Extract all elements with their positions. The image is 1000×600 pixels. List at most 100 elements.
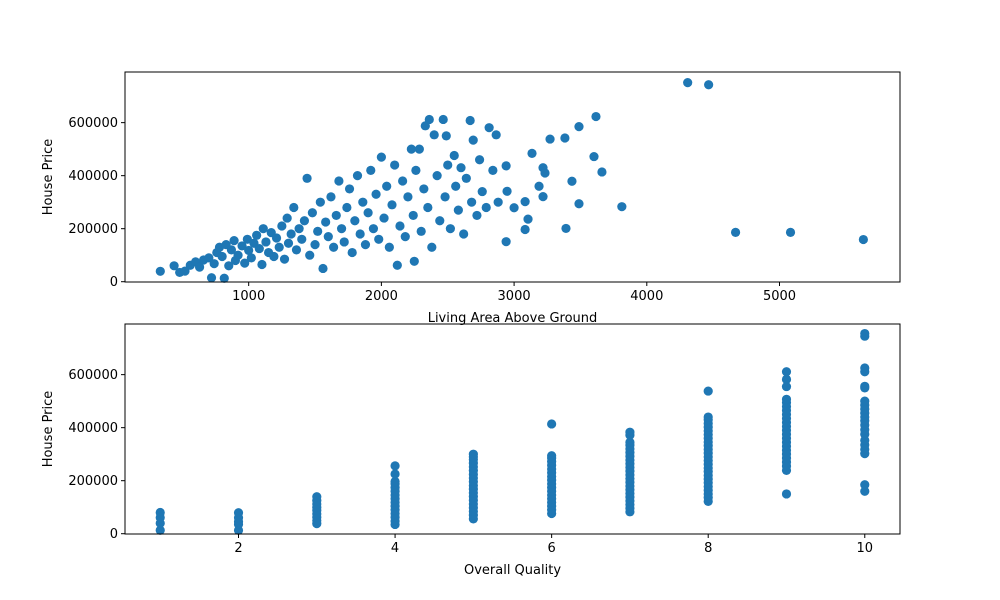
scatter-point bbox=[435, 216, 445, 226]
scatter-point bbox=[233, 508, 244, 518]
scatter-point bbox=[371, 189, 381, 199]
scatter-point bbox=[282, 213, 292, 223]
scatter-point bbox=[194, 262, 205, 272]
scatter-point bbox=[781, 489, 792, 499]
scatter-point bbox=[204, 253, 214, 263]
scatter-point bbox=[226, 245, 237, 255]
scatter-point bbox=[374, 234, 384, 244]
scatter-point bbox=[252, 230, 262, 240]
scatter-point bbox=[257, 259, 267, 270]
scatter-point bbox=[390, 160, 400, 170]
scatter-point bbox=[597, 167, 607, 177]
scatter-point bbox=[484, 123, 494, 133]
scatter-point bbox=[409, 256, 419, 266]
scatter-point bbox=[781, 381, 792, 392]
scatter-point bbox=[219, 273, 229, 283]
scatter-point bbox=[438, 114, 448, 125]
top-ticks: 1000 2000 3000 4000 5000 0 200000 400000 600000 bbox=[68, 116, 796, 304]
scatter-point bbox=[305, 250, 315, 260]
scatter-point bbox=[501, 237, 511, 247]
scatter-point bbox=[315, 197, 325, 207]
scatter-point bbox=[387, 200, 397, 210]
scatter-point bbox=[781, 374, 792, 385]
scatter-point bbox=[229, 236, 239, 246]
scatter-point bbox=[395, 221, 405, 231]
scatter-point bbox=[860, 480, 870, 490]
scatter-point bbox=[567, 176, 577, 186]
top-y-tick-label: 600000 bbox=[68, 116, 118, 131]
scatter-point bbox=[589, 151, 599, 162]
scatter-point bbox=[449, 150, 459, 161]
scatter-point bbox=[331, 210, 341, 221]
bottom-x-axis-label: Overall Quality bbox=[464, 563, 561, 578]
scatter-point bbox=[432, 171, 442, 181]
top-x-axis-label: Living Area Above Ground bbox=[428, 311, 598, 326]
scatter-point bbox=[258, 224, 268, 234]
bottom-y-tick-label: 200000 bbox=[68, 474, 118, 489]
scatter-point bbox=[703, 386, 713, 396]
bottom-y-tick-label: 600000 bbox=[68, 368, 118, 383]
scatter-point bbox=[242, 234, 252, 244]
bottom-x-tick-label: 8 bbox=[704, 541, 712, 556]
scatter-point bbox=[860, 396, 870, 406]
scatter-point bbox=[459, 229, 469, 239]
scatter-point bbox=[283, 238, 294, 248]
scatter-point bbox=[527, 148, 537, 158]
scatter-point bbox=[574, 199, 584, 209]
scatter-point bbox=[502, 186, 512, 196]
scatter-point bbox=[781, 367, 792, 377]
scatter-point bbox=[509, 203, 519, 213]
top-y-tick-label: 200000 bbox=[68, 222, 118, 237]
scatter-point bbox=[155, 507, 165, 518]
scatter-point bbox=[730, 227, 741, 237]
scatter-point bbox=[312, 492, 322, 502]
scatter-point bbox=[445, 224, 455, 234]
scatter-point bbox=[291, 245, 302, 255]
scatter-point bbox=[269, 251, 279, 262]
bottom-y-axis-label: House Price bbox=[41, 391, 56, 468]
scatter-point bbox=[451, 181, 461, 191]
scatter-point bbox=[461, 173, 471, 183]
scatter-point bbox=[538, 192, 548, 202]
scatter-point bbox=[781, 394, 792, 404]
scatter-point bbox=[414, 144, 424, 154]
top-x-tick-label: 5000 bbox=[763, 289, 796, 304]
scatter-point bbox=[390, 461, 400, 471]
top-y-tick-label: 0 bbox=[110, 275, 118, 290]
scatter-point bbox=[547, 419, 557, 429]
scatter-point bbox=[323, 232, 333, 242]
scatter-point bbox=[302, 173, 312, 183]
scatter-point bbox=[352, 171, 363, 181]
scatter-point bbox=[271, 233, 282, 243]
scatter-point bbox=[520, 197, 530, 207]
scatter-point bbox=[366, 165, 376, 175]
scatter-point bbox=[334, 176, 344, 186]
scatter-point bbox=[423, 202, 433, 213]
scatter-point bbox=[326, 192, 336, 202]
scatter-point bbox=[240, 258, 250, 268]
scatter-point bbox=[289, 202, 299, 213]
scatter-point bbox=[429, 130, 439, 140]
scatter-point bbox=[347, 247, 357, 258]
top-y-tick-label: 400000 bbox=[68, 169, 118, 184]
scatter-point bbox=[155, 266, 165, 276]
scatter-point bbox=[523, 214, 533, 224]
scatter-point bbox=[294, 224, 304, 234]
scatter-point bbox=[360, 239, 371, 250]
scatter-point bbox=[299, 216, 310, 226]
bottom-x-tick-label: 10 bbox=[856, 541, 873, 556]
scatter-point bbox=[440, 192, 450, 202]
scatter-point bbox=[785, 227, 796, 237]
scatter-point bbox=[443, 160, 453, 170]
scatter-point bbox=[318, 263, 328, 274]
scatter-point bbox=[456, 163, 466, 173]
scatter-point bbox=[209, 259, 219, 269]
scatter-point bbox=[155, 525, 165, 535]
scatter-point bbox=[491, 130, 501, 140]
scatter-point bbox=[246, 253, 256, 263]
scatter-point bbox=[860, 486, 870, 496]
scatter-point bbox=[860, 381, 870, 391]
scatter-point bbox=[274, 242, 284, 252]
scatter-point bbox=[244, 245, 254, 256]
scatter-point bbox=[261, 237, 271, 247]
